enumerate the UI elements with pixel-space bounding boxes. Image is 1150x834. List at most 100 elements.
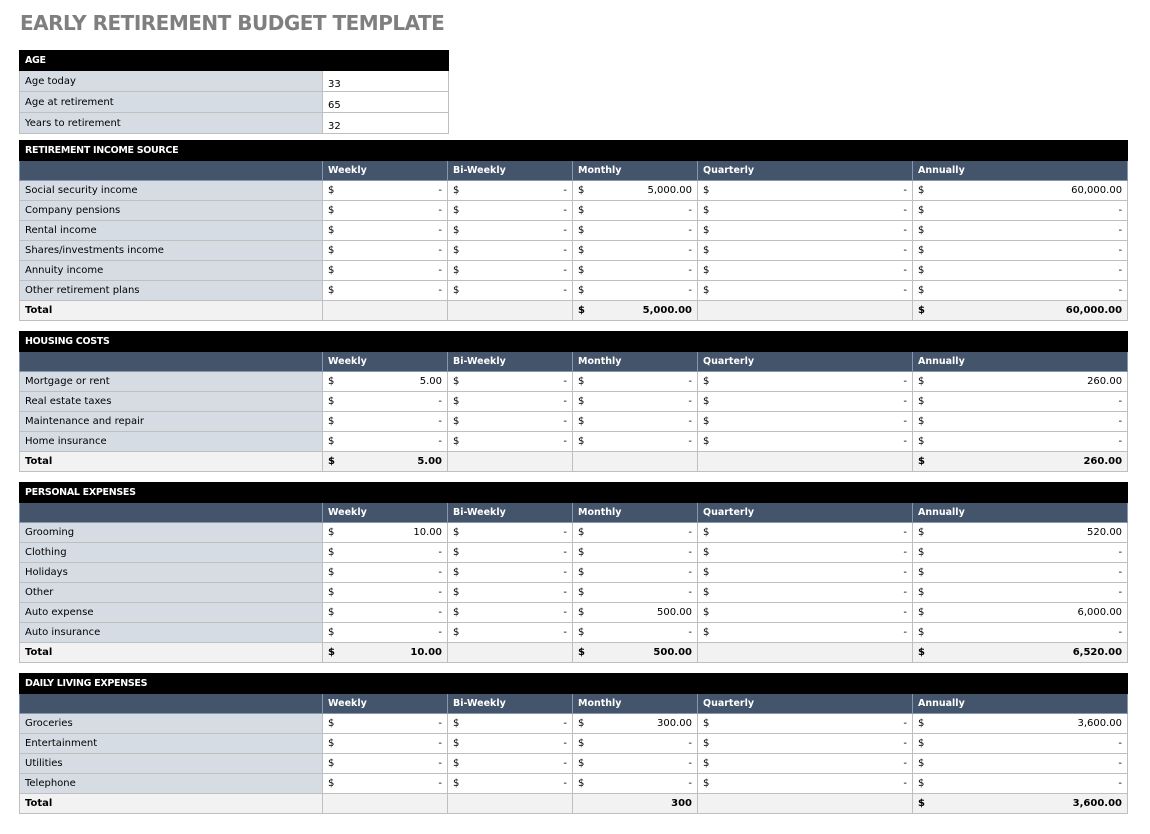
- age-value-cell[interactable]: 33: [322, 70, 449, 92]
- amount-cell[interactable]: $ -: [911, 240, 1129, 261]
- amount-cell[interactable]: $ -: [911, 733, 1129, 754]
- amount-cell[interactable]: $ -: [447, 773, 573, 794]
- amount-cell[interactable]: $ -: [322, 542, 448, 563]
- amount-cell[interactable]: $ -: [447, 602, 573, 623]
- amount-cell[interactable]: $ -: [322, 260, 448, 281]
- amount-cell[interactable]: $ -: [911, 582, 1129, 603]
- amount-cell[interactable]: $ -: [697, 753, 913, 774]
- amount-cell[interactable]: $ -: [697, 773, 913, 794]
- amount-cell[interactable]: $ -: [697, 220, 913, 241]
- amount-cell[interactable]: $ -: [322, 753, 448, 774]
- amount-cell[interactable]: $ -: [447, 522, 573, 543]
- amount-cell[interactable]: $ -: [697, 180, 913, 201]
- amount-cell[interactable]: $ -: [572, 371, 698, 392]
- amount-cell[interactable]: $ -: [447, 180, 573, 201]
- amount-cell[interactable]: $ -: [697, 713, 913, 734]
- amount-cell[interactable]: $ -: [697, 733, 913, 754]
- amount-cell[interactable]: $ -: [697, 582, 913, 603]
- amount-cell[interactable]: $ -: [697, 200, 913, 221]
- amount-cell[interactable]: $ -: [322, 582, 448, 603]
- amount-cell[interactable]: $260.00: [911, 451, 1129, 472]
- amount-cell[interactable]: $3,600.00: [911, 793, 1129, 814]
- amount-cell[interactable]: $ -: [572, 280, 698, 301]
- amount-cell[interactable]: $ -: [322, 200, 448, 221]
- amount-cell[interactable]: $ -: [322, 622, 448, 643]
- amount-cell[interactable]: $ -: [697, 240, 913, 261]
- amount-cell[interactable]: $60,000.00: [911, 180, 1129, 201]
- amount-cell[interactable]: $ -: [572, 542, 698, 563]
- amount-cell[interactable]: $ -: [322, 220, 448, 241]
- amount-cell[interactable]: $ -: [697, 562, 913, 583]
- amount-cell[interactable]: $ -: [447, 542, 573, 563]
- amount-cell[interactable]: $ -: [572, 240, 698, 261]
- amount-cell[interactable]: $ -: [572, 773, 698, 794]
- amount-cell[interactable]: $ -: [697, 431, 913, 452]
- amount-cell[interactable]: $ -: [572, 200, 698, 221]
- amount-cell[interactable]: $ -: [447, 582, 573, 603]
- amount-cell[interactable]: $ -: [911, 753, 1129, 774]
- amount-cell[interactable]: $ -: [322, 713, 448, 734]
- amount-cell[interactable]: $ -: [322, 602, 448, 623]
- amount-cell[interactable]: $ -: [697, 260, 913, 281]
- amount-cell[interactable]: $ -: [697, 280, 913, 301]
- amount-cell[interactable]: $5.00: [322, 451, 448, 472]
- amount-cell[interactable]: $6,520.00: [911, 642, 1129, 663]
- amount-cell[interactable]: $ -: [572, 220, 698, 241]
- amount-cell[interactable]: $ -: [322, 411, 448, 432]
- amount-cell[interactable]: $ -: [447, 562, 573, 583]
- amount-cell[interactable]: $ -: [447, 220, 573, 241]
- amount-cell[interactable]: 300: [572, 793, 698, 814]
- amount-cell[interactable]: $520.00: [911, 522, 1129, 543]
- amount-cell[interactable]: $10.00: [322, 642, 448, 663]
- amount-cell[interactable]: $ -: [911, 562, 1129, 583]
- amount-cell[interactable]: $ -: [697, 542, 913, 563]
- amount-cell[interactable]: $10.00: [322, 522, 448, 543]
- amount-cell[interactable]: $5.00: [322, 371, 448, 392]
- amount-cell[interactable]: $ -: [447, 431, 573, 452]
- amount-cell[interactable]: $ -: [322, 431, 448, 452]
- amount-cell[interactable]: $ -: [911, 542, 1129, 563]
- amount-cell[interactable]: $ -: [322, 180, 448, 201]
- amount-cell[interactable]: $ -: [911, 260, 1129, 281]
- amount-cell[interactable]: $ -: [572, 733, 698, 754]
- amount-cell[interactable]: $ -: [697, 411, 913, 432]
- amount-cell[interactable]: $ -: [447, 753, 573, 774]
- amount-cell[interactable]: $ -: [447, 622, 573, 643]
- amount-cell[interactable]: $ -: [572, 431, 698, 452]
- amount-cell[interactable]: $ -: [447, 411, 573, 432]
- amount-cell[interactable]: $ -: [322, 773, 448, 794]
- amount-cell[interactable]: $5,000.00: [572, 300, 698, 321]
- amount-cell[interactable]: $6,000.00: [911, 602, 1129, 623]
- amount-cell[interactable]: $ -: [572, 622, 698, 643]
- amount-cell[interactable]: $ -: [572, 753, 698, 774]
- amount-cell[interactable]: $ -: [572, 411, 698, 432]
- amount-cell[interactable]: $ -: [447, 260, 573, 281]
- amount-cell[interactable]: $3,600.00: [911, 713, 1129, 734]
- amount-cell[interactable]: $300.00: [572, 713, 698, 734]
- amount-cell[interactable]: $ -: [572, 522, 698, 543]
- amount-cell[interactable]: $ -: [322, 240, 448, 261]
- amount-cell[interactable]: $ -: [911, 200, 1129, 221]
- amount-cell[interactable]: $ -: [697, 522, 913, 543]
- amount-cell[interactable]: $ -: [697, 622, 913, 643]
- amount-cell[interactable]: $ -: [572, 391, 698, 412]
- amount-cell[interactable]: $ -: [572, 582, 698, 603]
- amount-cell[interactable]: $ -: [447, 240, 573, 261]
- amount-cell[interactable]: $ -: [911, 622, 1129, 643]
- age-value-cell[interactable]: 65: [322, 91, 449, 113]
- amount-cell[interactable]: $ -: [697, 371, 913, 392]
- age-value-cell[interactable]: 32: [322, 112, 449, 134]
- amount-cell[interactable]: $ -: [447, 391, 573, 412]
- amount-cell[interactable]: $ -: [572, 260, 698, 281]
- amount-cell[interactable]: $260.00: [911, 371, 1129, 392]
- amount-cell[interactable]: $ -: [447, 280, 573, 301]
- amount-cell[interactable]: $ -: [322, 733, 448, 754]
- amount-cell[interactable]: $5,000.00: [572, 180, 698, 201]
- amount-cell[interactable]: $ -: [697, 391, 913, 412]
- amount-cell[interactable]: $ -: [911, 773, 1129, 794]
- amount-cell[interactable]: $ -: [911, 411, 1129, 432]
- amount-cell[interactable]: $ -: [911, 280, 1129, 301]
- amount-cell[interactable]: $ -: [447, 200, 573, 221]
- amount-cell[interactable]: $ -: [447, 733, 573, 754]
- amount-cell[interactable]: $ -: [322, 391, 448, 412]
